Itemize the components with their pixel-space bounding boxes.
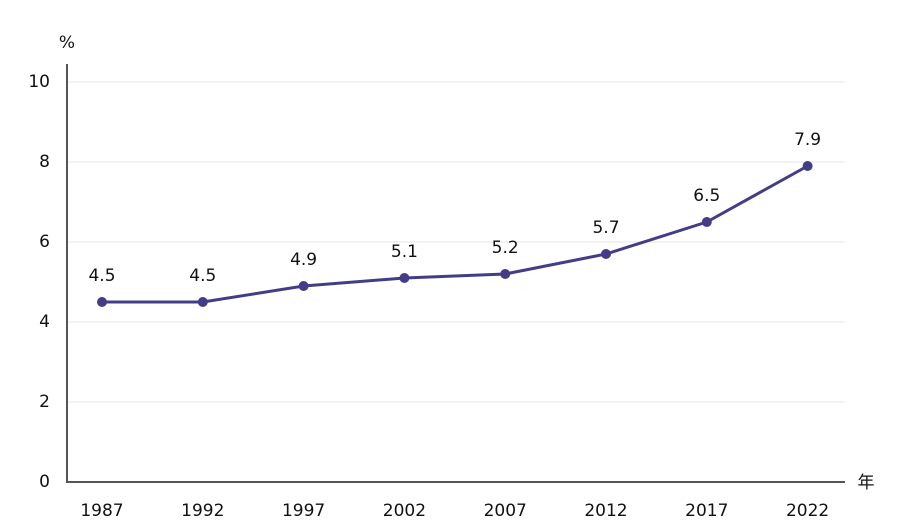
data-point bbox=[802, 161, 813, 171]
y-tick-label: 0 bbox=[39, 472, 50, 492]
data-label: 4.5 bbox=[189, 266, 216, 286]
y-tick-label: 8 bbox=[39, 152, 50, 172]
y-axis-label: % bbox=[59, 33, 75, 53]
x-axis-label: 年 bbox=[858, 473, 875, 493]
data-label: 5.2 bbox=[492, 238, 519, 258]
data-label: 4.5 bbox=[88, 266, 115, 286]
x-tick-label: 2022 bbox=[786, 501, 829, 521]
y-tick-label: 2 bbox=[39, 392, 50, 412]
x-tick-label: 2012 bbox=[584, 501, 627, 521]
data-point bbox=[399, 273, 410, 283]
y-tick-label: 4 bbox=[39, 312, 50, 332]
data-label: 4.9 bbox=[290, 250, 317, 270]
x-tick-label: 1987 bbox=[80, 501, 123, 521]
data-point bbox=[97, 297, 107, 307]
data-line bbox=[102, 164, 809, 304]
data-label: 5.1 bbox=[391, 242, 418, 262]
data-label: 5.7 bbox=[592, 218, 619, 238]
x-tick-label: 2017 bbox=[685, 501, 728, 521]
data-point bbox=[701, 217, 712, 227]
data-label: 7.9 bbox=[794, 130, 821, 150]
x-tick-label: 2007 bbox=[484, 501, 527, 521]
data-point bbox=[197, 297, 208, 307]
x-tick-label: 1997 bbox=[282, 501, 325, 521]
x-tick-label: 1992 bbox=[181, 501, 224, 521]
data-point bbox=[601, 249, 611, 259]
data-label: 6.5 bbox=[693, 186, 720, 206]
y-tick-label: 6 bbox=[39, 232, 50, 252]
x-tick-label: 2002 bbox=[383, 501, 426, 521]
y-tick-label: 10 bbox=[28, 72, 50, 92]
data-point bbox=[500, 269, 511, 279]
data-point bbox=[298, 281, 309, 291]
